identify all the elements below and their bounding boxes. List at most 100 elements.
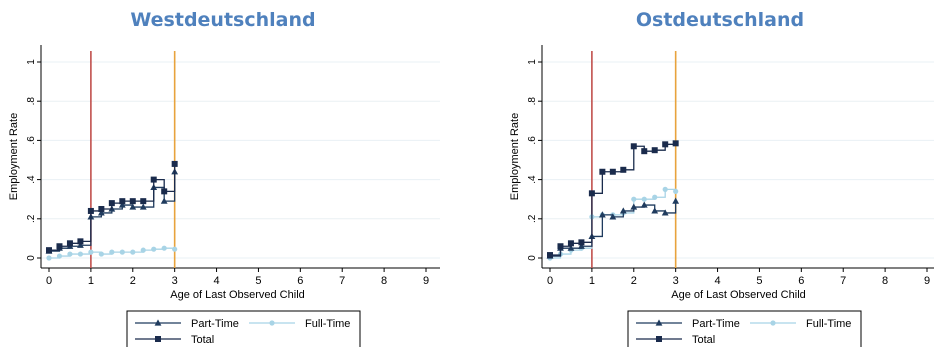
data-point-part-time bbox=[97, 209, 105, 216]
data-point-full-time bbox=[56, 253, 63, 259]
data-point-full-time bbox=[151, 246, 157, 252]
x-tick-label: 0 bbox=[46, 275, 52, 287]
data-point-full-time bbox=[673, 188, 679, 194]
data-point-total bbox=[77, 238, 84, 245]
data-point-total bbox=[578, 239, 585, 246]
data-point-total bbox=[547, 252, 553, 259]
chart-panel-west: Westdeutschland 0 .2 .4 .6 .8 1 0 1 2 3 4 5 6 7 8 9 Age o… bbox=[8, 9, 440, 352]
x-tick-label: 2 bbox=[631, 275, 637, 287]
x-tick-label: 7 bbox=[840, 275, 846, 287]
legend-label-full-time: Full-Time bbox=[806, 318, 851, 330]
data-point-total bbox=[630, 143, 637, 150]
legend: Part-Time Full-Time Total bbox=[126, 310, 361, 352]
x-tick-label: 5 bbox=[255, 275, 261, 287]
y-tick-label: .2 bbox=[26, 214, 37, 223]
y-tick-label: .6 bbox=[527, 136, 538, 145]
data-point-total bbox=[119, 198, 126, 205]
data-point-total bbox=[641, 148, 648, 155]
y-axis-label: Employment Rate bbox=[509, 113, 521, 200]
legend-label-part-time: Part-Time bbox=[692, 318, 740, 330]
data-point-total bbox=[150, 176, 157, 183]
data-point-full-time bbox=[172, 246, 178, 252]
data-point-total bbox=[672, 140, 679, 147]
data-point-part-time bbox=[118, 201, 126, 208]
data-point-part-time bbox=[630, 203, 638, 210]
data-point-part-time bbox=[139, 203, 147, 210]
legend-marker-total bbox=[155, 336, 161, 342]
data-point-part-time bbox=[651, 207, 659, 214]
data-point-part-time bbox=[598, 211, 606, 218]
data-point-total bbox=[609, 168, 616, 175]
data-point-full-time bbox=[119, 249, 125, 255]
y-axis-label: Employment Rate bbox=[8, 113, 20, 200]
data-point-total bbox=[620, 166, 627, 173]
data-point-total bbox=[98, 206, 105, 212]
data-point-total bbox=[87, 207, 94, 214]
chart-title: Ostdeutschland bbox=[636, 9, 804, 31]
data-point-part-time bbox=[672, 197, 680, 204]
chart-title: Westdeutschland bbox=[130, 9, 315, 31]
data-point-full-time bbox=[641, 196, 647, 202]
data-point-part-time bbox=[661, 209, 669, 216]
x-axis-label: Age of Last Observed Child bbox=[671, 289, 806, 301]
x-tick-label: 3 bbox=[172, 275, 178, 287]
data-point-full-time bbox=[130, 249, 136, 255]
data-point-total bbox=[651, 147, 658, 154]
data-point-total bbox=[567, 240, 574, 247]
y-tick-label: .4 bbox=[527, 175, 538, 184]
x-tick-label: 6 bbox=[798, 275, 804, 287]
data-point-part-time bbox=[160, 197, 168, 204]
legend-marker-full-time bbox=[770, 320, 776, 326]
data-point-part-time bbox=[578, 242, 585, 249]
data-point-total bbox=[140, 198, 147, 205]
data-point-total bbox=[599, 168, 606, 175]
y-tick-label: 1 bbox=[26, 59, 37, 65]
y-tick-label: 0 bbox=[26, 255, 37, 261]
data-point-full-time bbox=[109, 249, 115, 255]
data-point-full-time bbox=[161, 245, 167, 251]
x-tick-label: 5 bbox=[756, 275, 762, 287]
data-point-part-time bbox=[77, 241, 84, 248]
data-point-part-time bbox=[619, 207, 627, 214]
legend-box bbox=[126, 310, 361, 352]
data-point-total bbox=[161, 188, 168, 195]
data-point-total bbox=[557, 243, 564, 250]
x-tick-label: 0 bbox=[547, 275, 553, 287]
y-tick-label: 0 bbox=[527, 255, 538, 261]
legend-marker-part-time bbox=[154, 319, 162, 326]
legend-marker-total bbox=[656, 336, 662, 342]
data-point-full-time bbox=[46, 255, 52, 261]
y-tick-label: .8 bbox=[527, 97, 538, 106]
data-point-full-time bbox=[652, 194, 658, 200]
data-point-part-time bbox=[640, 201, 648, 208]
x-tick-label: 4 bbox=[213, 275, 219, 287]
data-point-total bbox=[56, 243, 63, 250]
legend-label-total: Total bbox=[692, 334, 715, 346]
data-point-part-time bbox=[609, 213, 617, 220]
legend-label-part-time: Part-Time bbox=[191, 318, 239, 330]
y-tick-label: 1 bbox=[527, 59, 538, 65]
legend-marker-full-time bbox=[269, 320, 275, 326]
x-tick-label: 1 bbox=[88, 275, 94, 287]
x-tick-label: 9 bbox=[924, 275, 930, 287]
legend-label-total: Total bbox=[191, 334, 214, 346]
data-point-total bbox=[66, 240, 73, 247]
x-tick-label: 8 bbox=[882, 275, 888, 287]
x-tick-label: 3 bbox=[673, 275, 679, 287]
legend: Part-Time Full-Time Total bbox=[627, 310, 862, 352]
x-tick-label: 8 bbox=[381, 275, 387, 287]
x-tick-label: 6 bbox=[297, 275, 303, 287]
data-point-part-time bbox=[129, 203, 137, 210]
data-point-full-time bbox=[662, 186, 668, 192]
x-tick-label: 7 bbox=[339, 275, 345, 287]
data-point-total bbox=[662, 141, 669, 148]
y-tick-label: .8 bbox=[26, 97, 37, 106]
data-point-total bbox=[46, 247, 52, 254]
legend-box bbox=[627, 310, 862, 352]
x-axis-label: Age of Last Observed Child bbox=[170, 289, 305, 301]
y-tick-label: .6 bbox=[26, 136, 37, 145]
legend-label-full-time: Full-Time bbox=[305, 318, 350, 330]
data-point-full-time bbox=[77, 251, 84, 257]
